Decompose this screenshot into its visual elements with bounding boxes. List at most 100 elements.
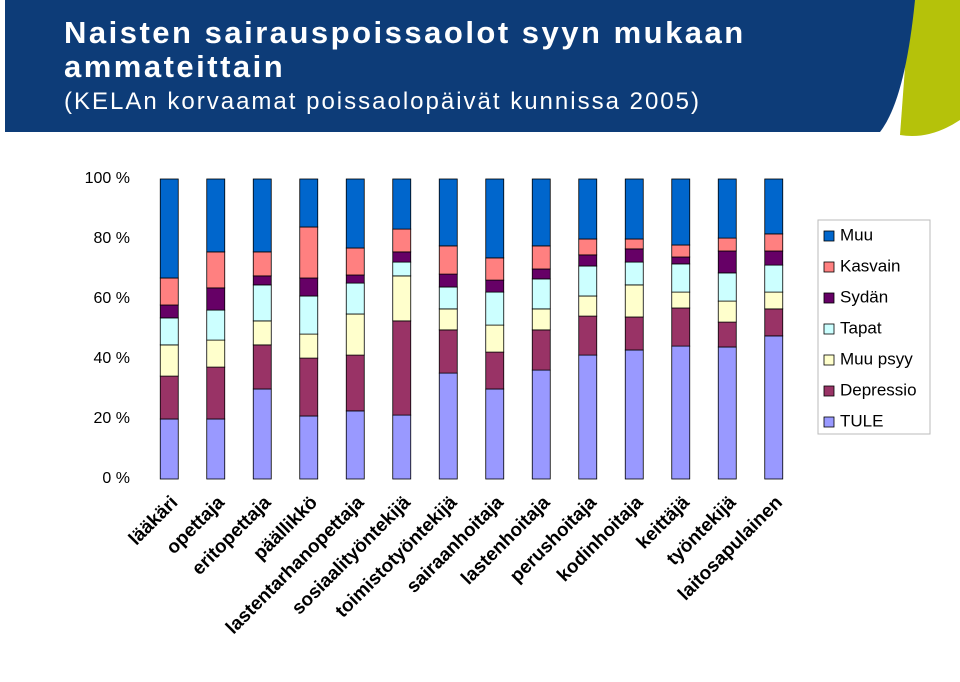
legend-swatch [823, 230, 835, 242]
bar-segment [159, 344, 179, 377]
legend-label: TULE [840, 411, 883, 430]
legend-swatch [823, 354, 835, 366]
bar-segment [717, 346, 737, 480]
bar-segment [299, 333, 319, 359]
bar-segment [392, 251, 412, 263]
bar-segment [671, 178, 691, 246]
bar-segment [252, 275, 272, 286]
bar-segment [299, 277, 319, 297]
bar-segment [438, 273, 458, 288]
bar-segment [624, 284, 644, 318]
legend-swatch [823, 261, 835, 273]
bar-segment [299, 226, 319, 279]
bar-segment [392, 178, 412, 230]
bar-segment [159, 418, 179, 480]
bar-segment [159, 178, 179, 279]
bar-segment [624, 248, 644, 263]
bar-segment [531, 308, 551, 331]
bar-segment [159, 317, 179, 346]
bar-segment [206, 366, 226, 420]
bar-segment [531, 268, 551, 280]
bar-segment [624, 349, 644, 480]
bar-segment [206, 251, 226, 289]
bar-segment [345, 247, 365, 276]
bar-segment [764, 335, 784, 480]
bar-segment [438, 178, 458, 247]
bar-segment [717, 272, 737, 302]
bar-segment [252, 178, 272, 253]
bar-segment [159, 375, 179, 420]
bar-segment [531, 245, 551, 270]
bar-segment [206, 178, 226, 253]
bar-segment [764, 178, 784, 235]
bar-segment [438, 308, 458, 331]
bar-segment [438, 329, 458, 374]
bar-segment [299, 357, 319, 417]
bar-segment [578, 178, 598, 240]
bar-segment [624, 261, 644, 286]
bar-segment [299, 415, 319, 480]
bar-segment [252, 284, 272, 322]
bar-segment [392, 275, 412, 322]
bar-segment [671, 345, 691, 480]
bar-segment [531, 329, 551, 371]
legend-swatch [823, 292, 835, 304]
bar-segment [485, 291, 505, 326]
bar-segment [671, 291, 691, 309]
bar-segment [206, 309, 226, 341]
bar-segment [299, 295, 319, 335]
legend-swatch [823, 385, 835, 397]
bar-segment [345, 354, 365, 412]
y-tick-label: 60 % [94, 290, 130, 307]
bar-segment [392, 228, 412, 253]
y-tick-label: 0 % [102, 470, 130, 487]
banner-accent [900, 0, 960, 136]
bar-segment [578, 295, 598, 317]
legend-box [817, 219, 931, 435]
legend-label: Muu [840, 225, 873, 244]
bar-segment [578, 354, 598, 480]
bar-segment [438, 286, 458, 310]
bar-segment [671, 244, 691, 258]
bar-segment [717, 237, 737, 252]
bar-segment [485, 178, 505, 259]
bar-segment [345, 282, 365, 315]
bar-segment [624, 238, 644, 250]
legend-label: Kasvain [840, 256, 900, 275]
bar-segment [485, 279, 505, 293]
bar-segment [252, 251, 272, 277]
y-tick-label: 100 % [85, 170, 130, 187]
bar-segment [717, 178, 737, 239]
bar-segment [485, 257, 505, 281]
bar-segment [764, 233, 784, 252]
chart-subtitle: (KELAn korvaamat poissaolopäivät kunniss… [64, 88, 701, 115]
bar-segment [345, 410, 365, 480]
bar-segment [578, 265, 598, 297]
banner [5, 0, 915, 132]
y-tick-label: 40 % [94, 350, 130, 367]
legend-label: Muu psyy [840, 349, 913, 368]
bar-segment [578, 238, 598, 256]
bar-segment [717, 250, 737, 274]
y-tick-label: 80 % [94, 230, 130, 247]
y-tick-label: 20 % [94, 410, 130, 427]
bar-segment [578, 254, 598, 267]
bar-segment [392, 414, 412, 480]
bar-segment [485, 388, 505, 480]
bar-segment [159, 304, 179, 319]
bar-segment [624, 178, 644, 240]
bar-segment [252, 344, 272, 390]
bar-segment [531, 178, 551, 247]
bar-segment [299, 178, 319, 228]
bar-segment [578, 315, 598, 356]
bar-segment [717, 321, 737, 348]
bar-segment [392, 320, 412, 416]
bar-segment [717, 300, 737, 323]
bar-segment [345, 274, 365, 284]
bar-segment [252, 388, 272, 480]
bar-segment [671, 307, 691, 347]
bar-segment [531, 369, 551, 480]
bar-segment [206, 287, 226, 311]
